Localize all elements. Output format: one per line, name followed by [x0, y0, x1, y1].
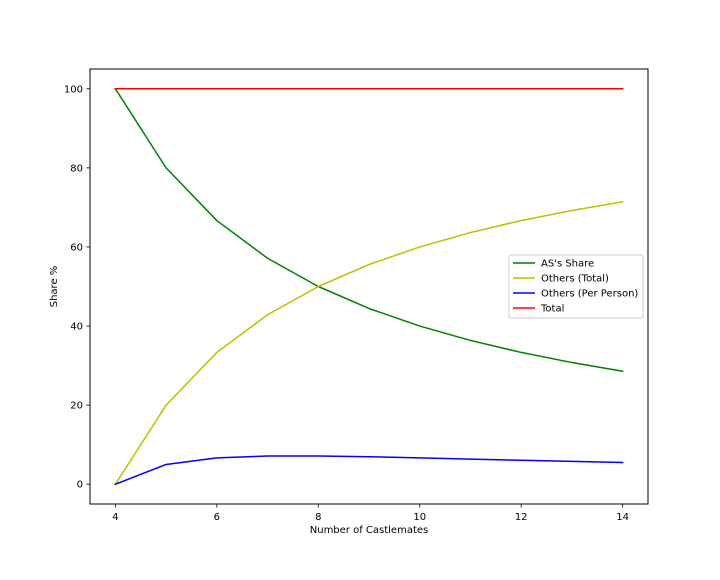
x-tick-label: 10: [413, 512, 426, 523]
x-tick-label: 6: [214, 512, 220, 523]
x-tick-label: 8: [315, 512, 321, 523]
legend-box: [508, 254, 644, 319]
series-line-1: [114, 200, 624, 486]
x-axis-label: Number of Castlemates: [310, 525, 429, 536]
legend: AS's Share Others (Total) Others (Per Pers…: [508, 254, 644, 319]
y-tick-label: 60: [70, 242, 83, 253]
y-tick-label: 20: [70, 401, 83, 412]
x-axis-ticks: 4 6 8 10 12 14: [112, 504, 629, 523]
y-tick-label: 80: [70, 163, 83, 174]
series-line-0: [114, 87, 624, 373]
x-tick-label: 14: [616, 512, 629, 523]
y-axis-label: Share %: [49, 266, 60, 308]
x-tick-label: 4: [112, 512, 118, 523]
legend-label-3: Total: [540, 304, 564, 315]
legend-label-0: AS's Share: [541, 259, 594, 270]
legend-label-2: Others (Per Person): [541, 289, 638, 300]
series-lines: [114, 87, 624, 486]
y-tick-label: 40: [70, 322, 83, 333]
y-tick-label: 100: [64, 84, 83, 95]
legend-label-1: Others (Total): [541, 274, 609, 285]
y-tick-label: 0: [77, 480, 83, 491]
y-axis-ticks: 0 20 40 60 80 100: [64, 84, 90, 491]
x-tick-label: 12: [515, 512, 528, 523]
series-line-2: [114, 455, 624, 486]
plot-frame: [89, 68, 649, 505]
